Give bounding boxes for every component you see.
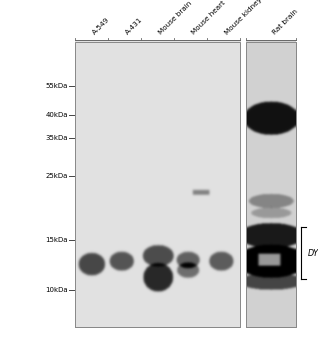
Text: 35kDa: 35kDa	[45, 134, 68, 141]
Text: Mouse heart: Mouse heart	[190, 0, 226, 36]
Bar	[246, 42, 296, 327]
Text: Mouse kidney: Mouse kidney	[224, 0, 263, 36]
Text: Mouse brain: Mouse brain	[157, 0, 193, 36]
Text: 15kDa: 15kDa	[45, 237, 68, 243]
Text: 25kDa: 25kDa	[45, 173, 68, 179]
Text: DYNLL2: DYNLL2	[308, 248, 318, 258]
Bar	[246, 42, 296, 327]
Text: Rat brain: Rat brain	[271, 8, 299, 36]
Bar	[75, 42, 240, 327]
Bar	[75, 42, 240, 327]
Text: 40kDa: 40kDa	[45, 112, 68, 118]
Text: 55kDa: 55kDa	[45, 83, 68, 89]
Text: A-431: A-431	[124, 17, 144, 36]
Text: A-549: A-549	[91, 17, 111, 36]
Text: 10kDa: 10kDa	[45, 287, 68, 293]
